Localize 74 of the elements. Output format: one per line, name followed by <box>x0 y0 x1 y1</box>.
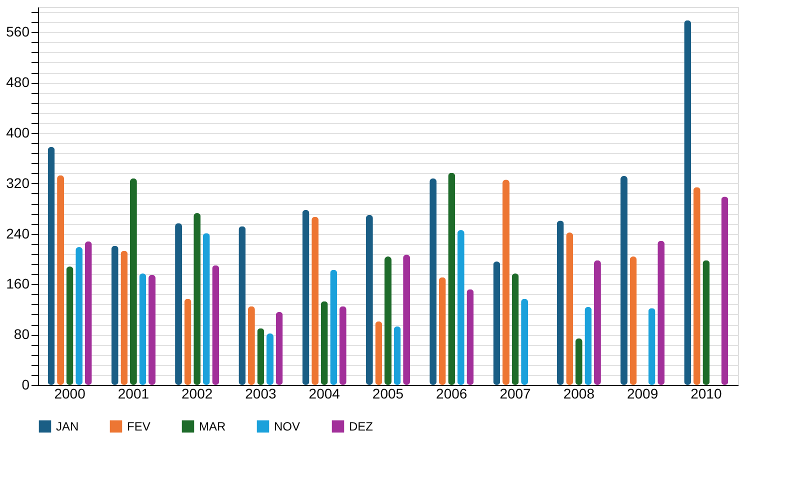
bar <box>448 172 456 385</box>
bar <box>148 274 156 385</box>
x-tick-label: 2006 <box>436 386 468 402</box>
legend-label: DEZ <box>349 419 373 434</box>
bar <box>493 262 500 385</box>
bar <box>238 226 246 385</box>
y-tick-label: 560 <box>6 24 30 40</box>
bar <box>430 178 437 385</box>
bar <box>702 260 710 385</box>
y-tick-label: 320 <box>6 174 30 191</box>
legend-label: FEV <box>127 419 150 434</box>
bar <box>594 260 601 385</box>
bar <box>584 306 592 385</box>
bar <box>566 232 574 385</box>
bar <box>375 321 382 385</box>
bar <box>556 220 564 385</box>
bar <box>521 298 528 385</box>
x-tick-label: 2003 <box>245 386 277 402</box>
bar <box>438 277 446 385</box>
bar <box>384 256 392 385</box>
y-tick-label: 0 <box>22 376 30 392</box>
bar <box>76 247 83 385</box>
bar <box>620 176 628 385</box>
bar <box>248 306 255 385</box>
bar <box>66 266 74 385</box>
bar <box>184 298 192 385</box>
x-tick-label: 2001 <box>118 386 150 402</box>
bar <box>302 210 310 385</box>
bar <box>466 289 474 385</box>
x-tick-label: 2010 <box>690 386 722 402</box>
bar <box>48 146 55 385</box>
bar <box>339 306 346 385</box>
bar <box>502 180 510 385</box>
bar <box>394 326 401 385</box>
y-tick-label: 160 <box>6 276 30 292</box>
bar <box>693 187 700 385</box>
bar <box>320 301 328 385</box>
bar <box>721 196 728 385</box>
x-tick-label: 2009 <box>626 386 658 402</box>
x-tick-label: 2005 <box>372 386 404 402</box>
bar <box>175 223 182 385</box>
bar <box>366 214 373 385</box>
bar <box>257 328 264 385</box>
y-tick-label: 240 <box>6 225 30 242</box>
bar <box>139 273 146 385</box>
legend-label: NOV <box>274 419 300 434</box>
x-tick-label: 2004 <box>308 386 340 402</box>
x-tick-label: 2007 <box>500 386 532 402</box>
bar <box>512 273 519 385</box>
bar <box>194 213 201 385</box>
y-tick-label: 480 <box>6 74 30 90</box>
bar <box>202 233 210 385</box>
bar <box>276 312 283 385</box>
x-tick-label: 2000 <box>54 386 86 402</box>
x-tick-label: 2008 <box>563 386 595 402</box>
bar <box>84 241 92 385</box>
y-tick-label: 400 <box>6 124 30 140</box>
bar <box>111 246 118 385</box>
y-tick-label: 80 <box>14 326 30 342</box>
bar <box>457 230 464 385</box>
bar <box>57 175 64 385</box>
legend-label: MAR <box>199 419 226 434</box>
legend-label: JAN <box>56 419 79 434</box>
bar <box>312 216 319 385</box>
bar <box>212 265 220 385</box>
bar <box>130 178 137 385</box>
bar <box>648 308 656 385</box>
bar <box>403 254 410 385</box>
bar <box>120 250 128 385</box>
bar <box>658 240 665 385</box>
x-tick-label: 2002 <box>182 386 213 402</box>
bar <box>330 270 338 385</box>
bar <box>684 20 692 385</box>
bar <box>630 256 637 385</box>
